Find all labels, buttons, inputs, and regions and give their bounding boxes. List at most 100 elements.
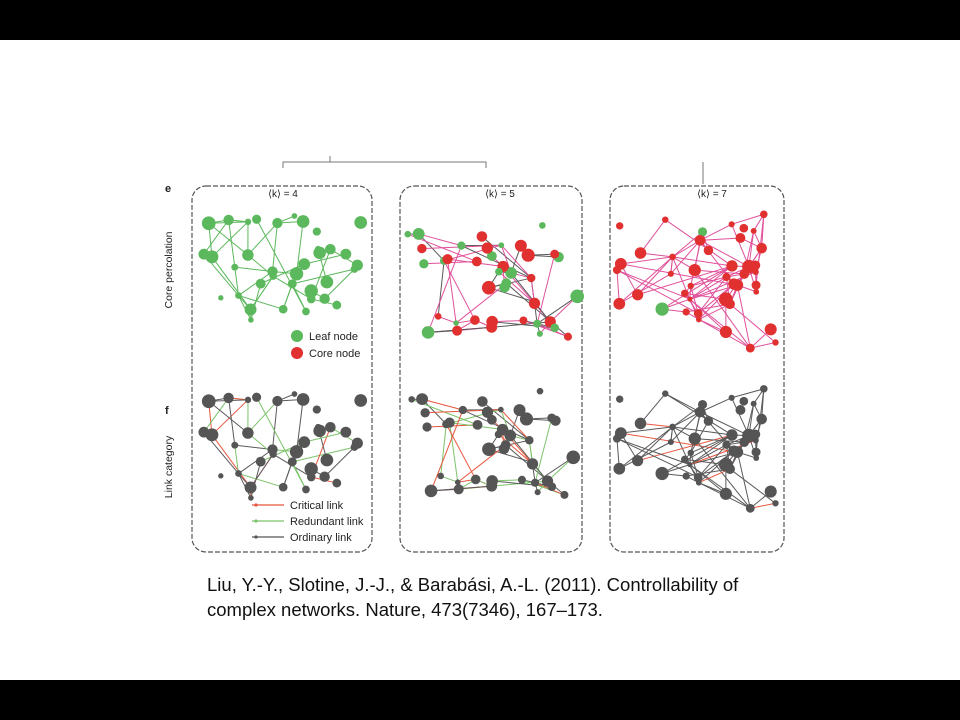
network-link (637, 426, 673, 462)
network-link (616, 438, 699, 478)
network-link (661, 434, 733, 474)
legend-critical-link-dot (254, 503, 258, 507)
network-link (731, 224, 750, 267)
network-link (536, 295, 578, 325)
network-node (681, 289, 689, 298)
network-link (619, 273, 672, 305)
network-node (751, 280, 761, 290)
network-node (482, 442, 496, 457)
network-node (291, 213, 298, 219)
network-link (689, 265, 733, 300)
network-node (662, 216, 669, 223)
row-e-letter: e (165, 183, 171, 195)
network-link (640, 393, 666, 424)
network-link (211, 221, 249, 258)
network-link (234, 267, 240, 296)
network-node (697, 399, 708, 410)
network-node (752, 437, 759, 444)
network-link (536, 253, 556, 324)
panel-k7-frame (609, 185, 785, 553)
network-node (682, 308, 690, 316)
row-e-label: Core percolation (163, 231, 175, 308)
network-node (632, 289, 644, 301)
network-node (688, 263, 701, 277)
network-node (563, 332, 572, 341)
network-link (619, 441, 672, 470)
network-node (267, 266, 278, 277)
network-link (234, 445, 240, 474)
network-link (670, 411, 701, 443)
legend-ordinary-link-label: Ordinary link (290, 532, 352, 544)
network-link (620, 426, 673, 434)
network-link (736, 451, 751, 509)
row-f-label: Link category (163, 435, 175, 498)
network-node (514, 239, 527, 252)
network-node (235, 292, 242, 299)
network-link (618, 256, 673, 305)
network-node (616, 222, 624, 230)
network-node (739, 223, 749, 233)
network-node (667, 438, 674, 446)
network-link (457, 444, 506, 483)
network-node (703, 245, 714, 256)
network-link (698, 303, 731, 320)
network-node (745, 343, 755, 353)
network-link (238, 449, 273, 474)
network-node (735, 405, 746, 415)
network-node (632, 455, 644, 467)
network-link (272, 400, 278, 450)
citation-line-1: Liu, Y.-Y., Slotine, J.-J., & Barabási, … (207, 574, 739, 595)
network-node (726, 429, 738, 441)
network-link (699, 397, 732, 413)
network-node (612, 265, 622, 275)
network-node (419, 259, 429, 269)
network-node (687, 462, 693, 468)
network-link (296, 221, 304, 274)
network-link (500, 244, 532, 279)
network-node (231, 263, 239, 271)
network-link (292, 268, 355, 285)
network-link (421, 398, 463, 411)
network-node (731, 446, 744, 458)
network-node (272, 395, 283, 407)
legend-redundant-link-label: Redundant link (290, 516, 364, 528)
network-node (477, 396, 488, 407)
network-link (618, 426, 673, 470)
network-link (690, 265, 733, 287)
network-link (731, 397, 750, 436)
network-link (296, 399, 304, 452)
network-node (756, 413, 767, 425)
network-node (454, 479, 461, 486)
network-link (418, 233, 462, 247)
network-node (498, 242, 505, 249)
network-node (242, 249, 254, 261)
legend-ordinary-link-dot (254, 535, 258, 539)
network-node (412, 227, 425, 240)
legend-links: Critical link Redundant link Ordinary li… (252, 500, 364, 544)
network-node (223, 214, 234, 226)
panel-k4-frame (191, 185, 373, 553)
network-link (238, 473, 284, 488)
network-node (688, 432, 701, 445)
network-node (772, 500, 779, 507)
legend-critical-link-label: Critical link (290, 500, 344, 512)
network-link (228, 219, 236, 268)
network-node (693, 472, 703, 482)
network-link (736, 285, 751, 349)
network-node (332, 478, 342, 488)
network-node (550, 323, 560, 333)
network-node (526, 273, 536, 283)
network-node (420, 408, 430, 418)
network-node (536, 387, 544, 395)
network-node (351, 437, 363, 449)
network-node (248, 495, 254, 501)
network-node (231, 441, 239, 449)
network-link (616, 438, 690, 466)
network-node (340, 426, 352, 438)
network-node (750, 429, 761, 440)
network-node (486, 315, 498, 328)
network-node (457, 241, 466, 250)
network-node (613, 462, 626, 475)
network-link (729, 303, 776, 343)
network-node (667, 270, 674, 277)
